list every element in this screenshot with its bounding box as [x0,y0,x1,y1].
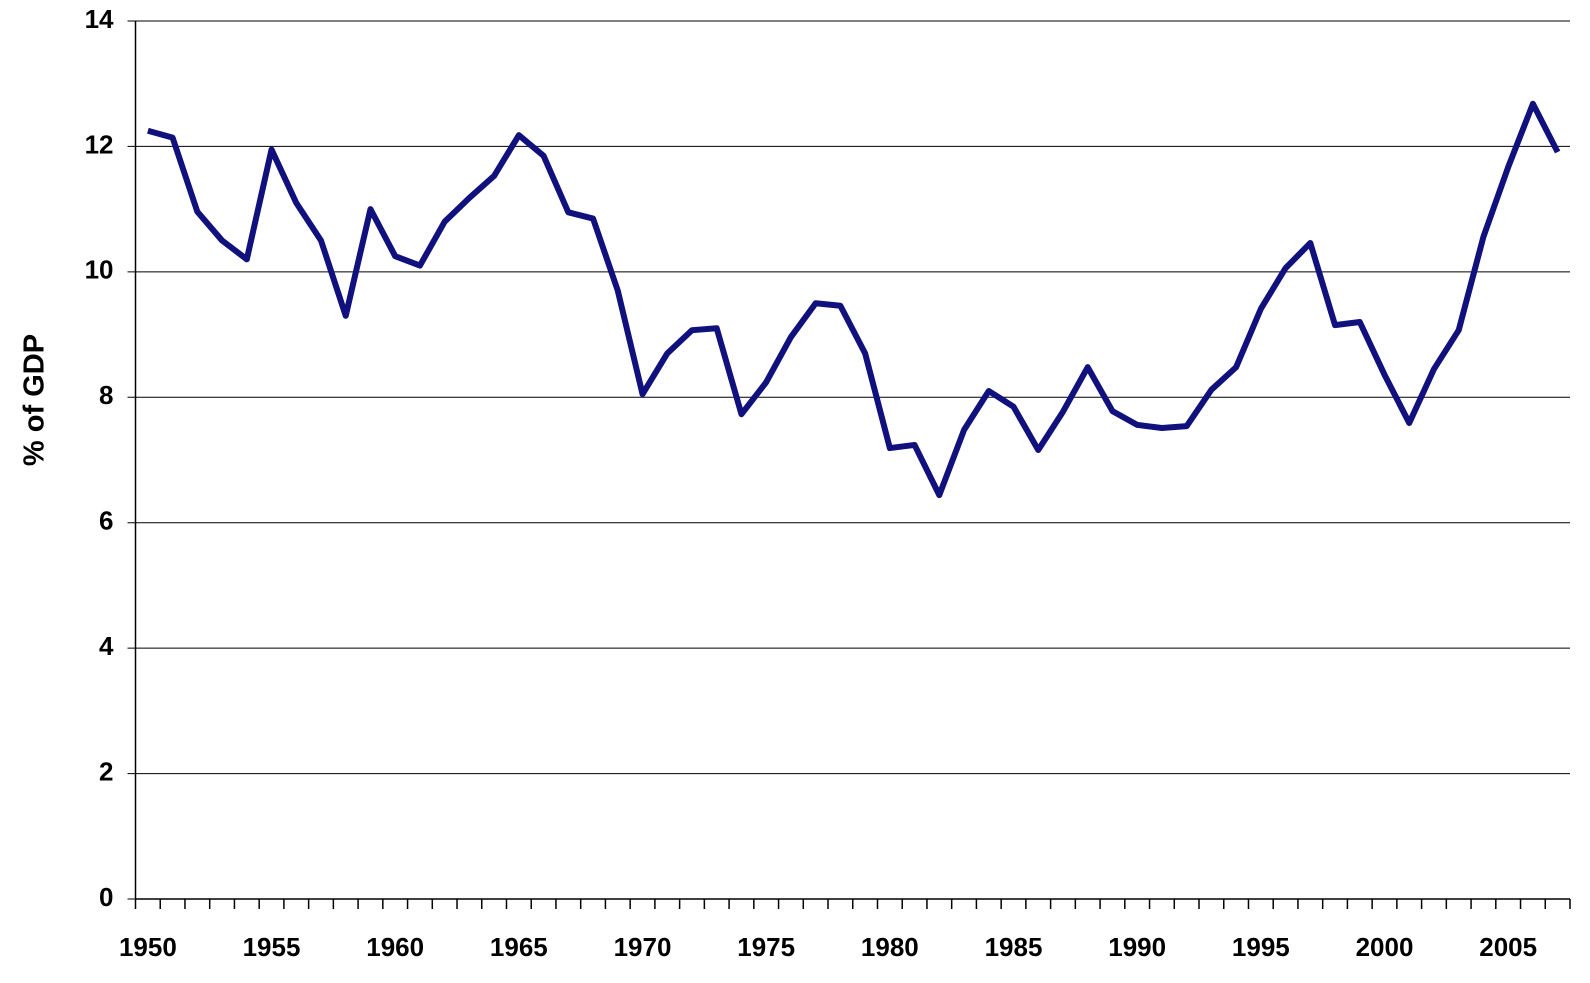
y-tick-label: 6 [99,506,113,536]
x-tick-label: 1975 [737,932,795,962]
x-tick-label: 1980 [861,932,919,962]
y-axis-label: % of GDP [19,334,51,466]
x-tick-label: 1990 [1108,932,1166,962]
x-tick-label: 1995 [1232,932,1290,962]
data-line [147,100,1561,499]
x-tick-label: 1965 [490,932,548,962]
x-tick-label: 1970 [614,932,672,962]
y-tick-label: 10 [85,255,114,285]
x-tick-label: 2005 [1479,932,1537,962]
x-tick-label: 1950 [119,932,177,962]
x-tick-label: 1985 [985,932,1043,962]
y-tick-label: 12 [85,129,114,159]
x-tick-label: 1955 [243,932,301,962]
y-tick-label: 4 [99,631,114,661]
x-tick-label: 2000 [1356,932,1414,962]
y-tick-label: 2 [99,756,113,786]
y-tick-label: 8 [99,380,113,410]
x-tick-label: 1960 [366,932,424,962]
y-tick-label: 14 [85,4,114,34]
y-tick-label: 0 [99,882,113,912]
